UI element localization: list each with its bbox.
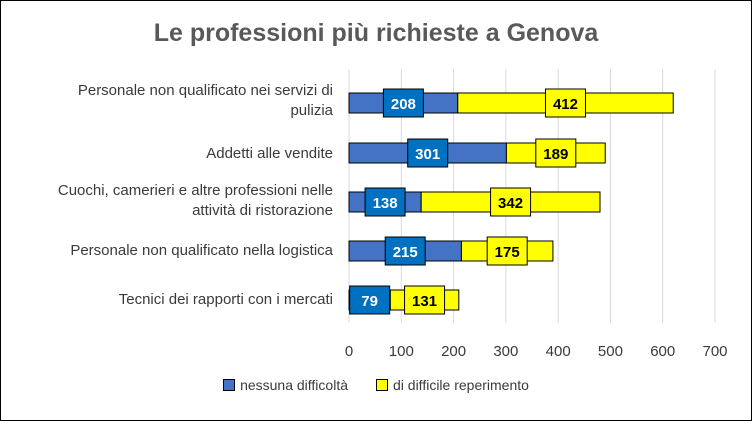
data-label-box-2-2 bbox=[535, 138, 577, 168]
data-label-1-3: 138 bbox=[373, 195, 398, 212]
data-label-1-2: 301 bbox=[415, 146, 440, 163]
data-label-box-1-4 bbox=[384, 236, 426, 266]
category-label-2-line-1: Addetti alle vendite bbox=[206, 145, 333, 162]
category-label-3: Cuochi, camerieri e altre professioni ne… bbox=[13, 181, 333, 221]
data-label-box-1-2 bbox=[407, 138, 449, 168]
data-label-box-1-5 bbox=[349, 285, 391, 315]
chart-title: Le professioni più richieste a Genova bbox=[153, 19, 599, 47]
x-tick-label-300: 300 bbox=[493, 343, 518, 360]
x-tick-label-500: 500 bbox=[598, 343, 623, 360]
legend-item-series-1: nessuna difficoltà bbox=[223, 377, 348, 393]
data-label-2-5: 131 bbox=[412, 293, 437, 310]
legend: nessuna difficoltà di difficile reperime… bbox=[1, 377, 751, 393]
data-label-2-4: 175 bbox=[495, 244, 520, 261]
category-label-1: Personale non qualificato nei servizi di… bbox=[13, 81, 333, 121]
legend-label-series-2: di difficile reperimento bbox=[393, 377, 529, 393]
x-tick-label-200: 200 bbox=[441, 343, 466, 360]
data-label-box-2-5 bbox=[404, 285, 446, 315]
data-label-2-3: 342 bbox=[498, 195, 523, 212]
legend-item-series-2: di difficile reperimento bbox=[376, 377, 529, 393]
data-label-2-1: 412 bbox=[553, 96, 578, 113]
legend-label-series-1: nessuna difficoltà bbox=[240, 377, 348, 393]
data-label-box-2-1 bbox=[544, 88, 586, 118]
category-label-5: Tecnici dei rapporti con i mercati bbox=[13, 290, 333, 310]
category-label-2: Addetti alle vendite bbox=[13, 144, 333, 164]
data-label-box-1-1 bbox=[382, 88, 424, 118]
data-label-1-1: 208 bbox=[391, 96, 416, 113]
data-label-box-2-3 bbox=[490, 187, 532, 217]
x-tick-label-600: 600 bbox=[650, 343, 675, 360]
data-label-box-2-4 bbox=[486, 236, 528, 266]
x-tick-label-400: 400 bbox=[546, 343, 571, 360]
data-label-box-1-3 bbox=[364, 187, 406, 217]
data-label-2-2: 189 bbox=[543, 146, 568, 163]
legend-swatch-series-2 bbox=[376, 379, 388, 391]
data-label-1-5: 79 bbox=[361, 293, 378, 310]
data-label-1-4: 215 bbox=[393, 244, 418, 261]
category-label-1-line-2: pulizia bbox=[290, 102, 333, 119]
category-label-4: Personale non qualificato nella logistic… bbox=[13, 241, 333, 261]
x-tick-label-700: 700 bbox=[703, 343, 728, 360]
category-label-4-line-1: Personale non qualificato nella logistic… bbox=[70, 242, 333, 259]
category-label-1-line-1: Personale non qualificato nei servizi di bbox=[77, 82, 333, 99]
legend-swatch-series-1 bbox=[223, 379, 236, 391]
category-label-5-line-1: Tecnici dei rapporti con i mercati bbox=[118, 291, 333, 308]
category-label-3-line-2: attività di ristorazione bbox=[192, 202, 333, 219]
x-tick-label-100: 100 bbox=[389, 343, 414, 360]
category-label-3-line-1: Cuochi, camerieri e altre professioni ne… bbox=[57, 182, 333, 199]
x-tick-label-0: 0 bbox=[345, 343, 353, 360]
